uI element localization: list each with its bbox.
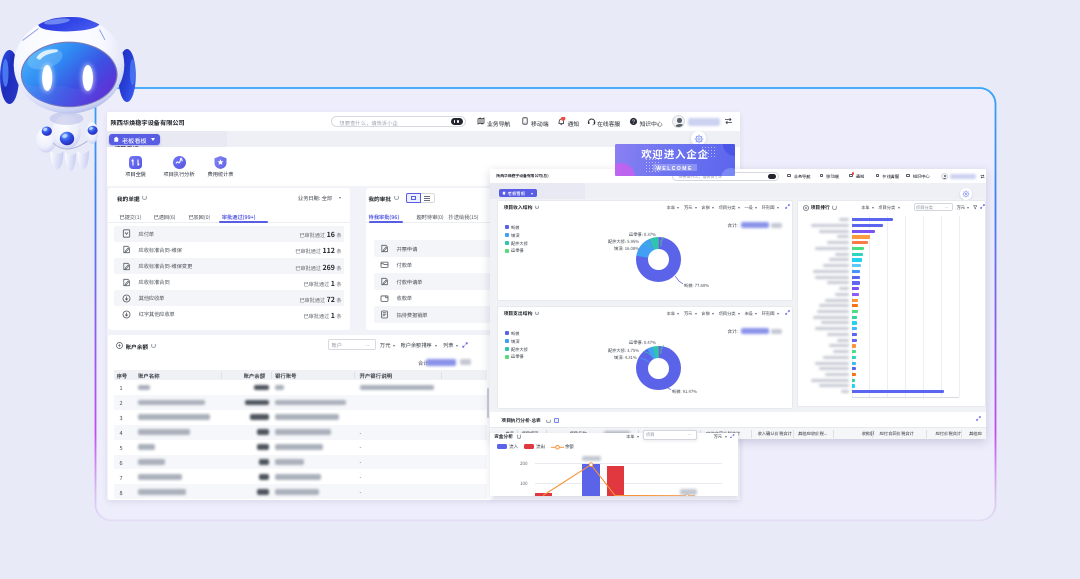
svg-text:?: ? (632, 119, 635, 125)
